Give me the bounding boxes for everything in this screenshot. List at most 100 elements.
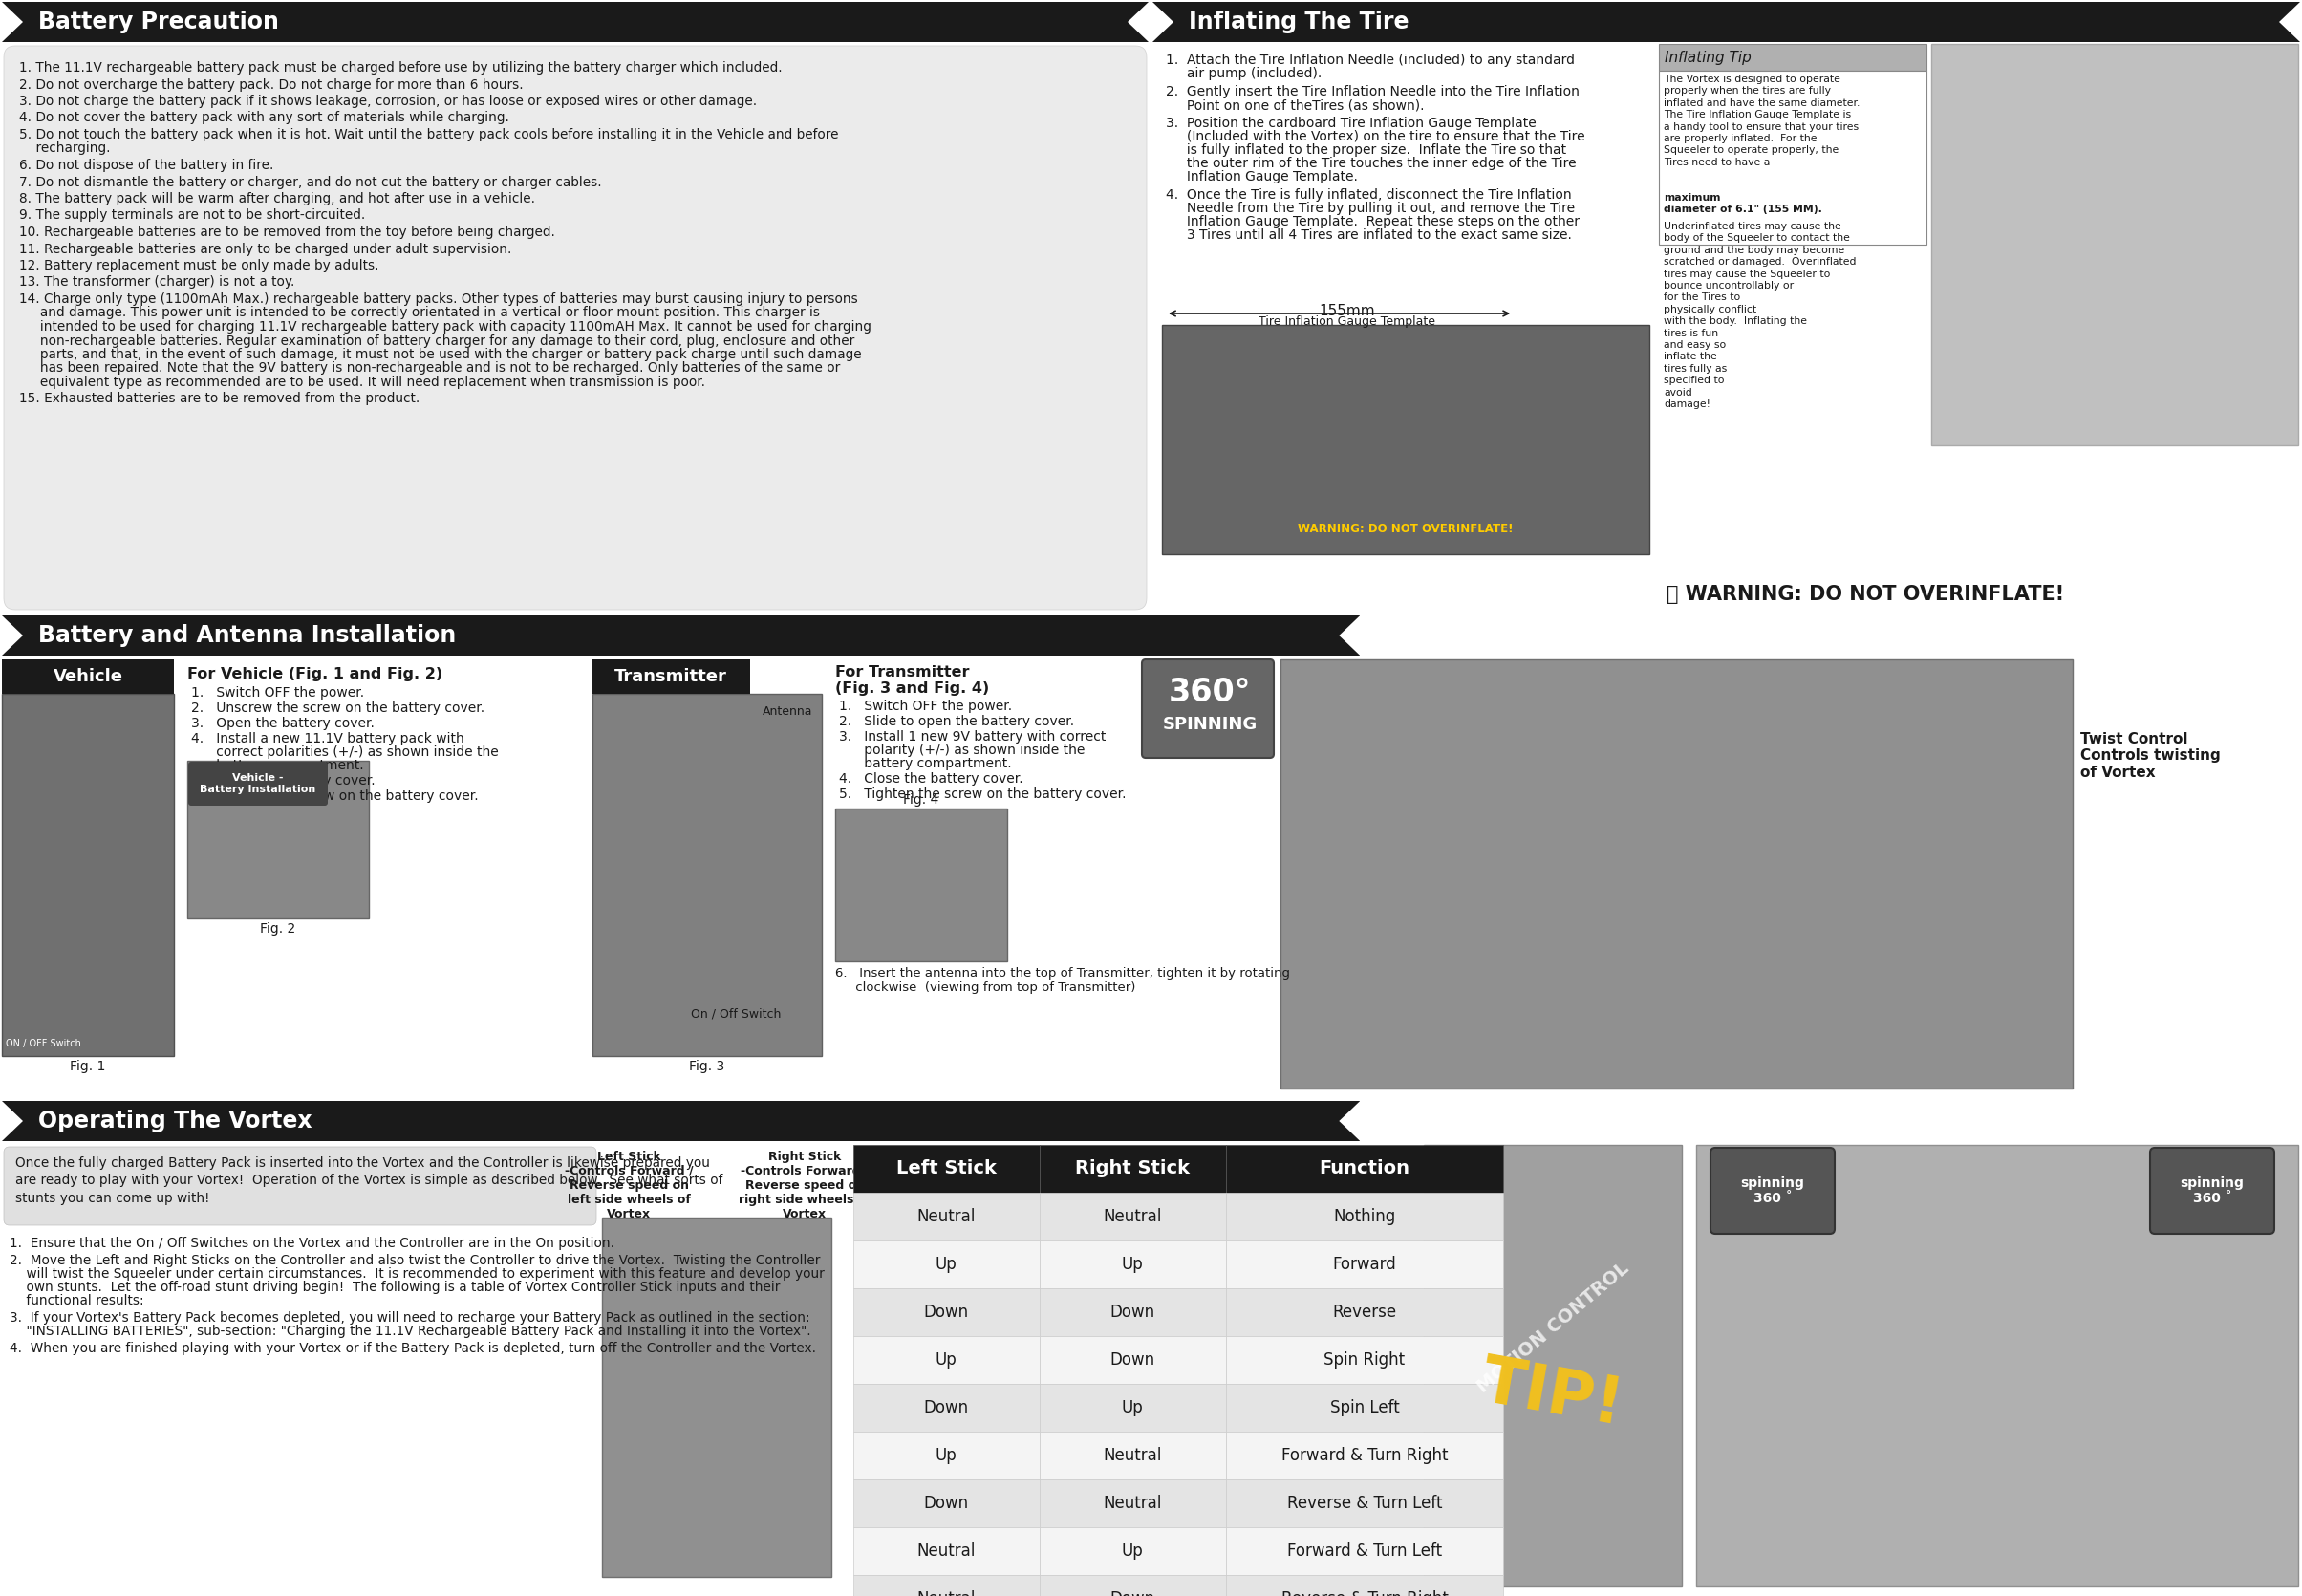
Text: spinning
360 ˚: spinning 360 ˚ [2180,1176,2244,1205]
Text: air pump (included).: air pump (included). [1165,67,1321,80]
Text: Down: Down [1110,1590,1156,1596]
Text: 6.   Insert the antenna into the top of Transmitter, tighten it by rotating
    : 6. Insert the antenna into the top of Tr… [836,967,1289,994]
Text: 5.   Tighten the screw on the battery cover.: 5. Tighten the screw on the battery cove… [838,787,1126,801]
Text: 1.   Switch OFF the power.: 1. Switch OFF the power. [191,686,364,699]
Bar [1041,1336,1227,1384]
Bar [1153,2,2300,41]
Text: functional results:: functional results: [9,1294,145,1307]
Text: the outer rim of the Tire touches the inner edge of the Tire: the outer rim of the Tire touches the in… [1165,156,1577,171]
Text: Twist Control
Controls twisting
of Vortex: Twist Control Controls twisting of Vorte… [2081,733,2221,780]
Text: own stunts.  Let the off-road stunt driving begin!  The following is a table of : own stunts. Let the off-road stunt drivi… [9,1280,780,1294]
Text: TIP!: TIP! [1478,1350,1630,1438]
Bar [1041,1288,1227,1336]
Text: 2.  Gently insert the Tire Inflation Needle into the Tire Inflation: 2. Gently insert the Tire Inflation Need… [1165,85,1579,99]
Bar [854,1144,1041,1192]
FancyBboxPatch shape [1142,659,1273,758]
Bar [592,659,750,694]
Text: Reverse: Reverse [1333,1304,1397,1321]
Bar [854,1336,1041,1384]
Text: 3.  If your Vortex's Battery Pack becomes depleted, you will need to recharge yo: 3. If your Vortex's Battery Pack becomes… [9,1312,810,1325]
Text: Reverse & Turn Left: Reverse & Turn Left [1287,1495,1443,1511]
Text: Left Stick
-Controls Forward /
Reverse speed on
left side wheels of
Vortex: Left Stick -Controls Forward / Reverse s… [564,1151,693,1221]
Text: 2.   Unscrew the screw on the battery cover.: 2. Unscrew the screw on the battery cove… [191,702,486,715]
Bar [1041,1479,1227,1527]
Bar [1041,1527,1227,1575]
Text: Operating The Vortex: Operating The Vortex [39,1109,313,1133]
Bar [2,616,1360,656]
Text: Battery and Antenna Installation: Battery and Antenna Installation [39,624,456,646]
Text: 14. Charge only type (1100mAh Max.) rechargeable battery packs. Other types of b: 14. Charge only type (1100mAh Max.) rech… [18,292,859,306]
Bar [854,1240,1041,1288]
Bar [1697,1144,2297,1586]
Text: Needle from the Tire by pulling it out, and remove the Tire: Needle from the Tire by pulling it out, … [1165,201,1575,215]
Text: Up: Up [935,1352,958,1368]
Text: Fig. 4: Fig. 4 [902,793,939,806]
Text: 6.   Tighten the screw on the battery cover.: 6. Tighten the screw on the battery cove… [191,790,479,803]
Text: Forward & Turn Right: Forward & Turn Right [1282,1448,1448,1464]
Bar [186,761,368,918]
Text: Up: Up [1121,1542,1144,1559]
Bar [592,694,822,1057]
Text: Down: Down [1110,1352,1156,1368]
Text: ON / OFF Switch: ON / OFF Switch [5,1039,81,1049]
Text: Point on one of theTires (as shown).: Point on one of theTires (as shown). [1165,99,1425,112]
Bar [1425,1144,1683,1586]
Text: 5. Do not touch the battery pack when it is hot. Wait until the battery pack coo: 5. Do not touch the battery pack when it… [18,128,838,142]
Text: recharging.: recharging. [18,142,110,155]
Text: "INSTALLING BATTERIES", sub-section: "Charging the 11.1V Rechargeable Battery Pa: "INSTALLING BATTERIES", sub-section: "Ch… [9,1325,810,1337]
Text: Spin Left: Spin Left [1331,1400,1400,1416]
Text: The Vortex is designed to operate
properly when the tires are fully
inflated and: The Vortex is designed to operate proper… [1664,75,1860,168]
Bar [1660,70,1927,244]
Text: 12. Battery replacement must be only made by adults.: 12. Battery replacement must be only mad… [18,259,380,273]
Text: MOTION CONTROL: MOTION CONTROL [1473,1259,1632,1396]
Bar [854,1384,1041,1432]
Text: Down: Down [923,1495,969,1511]
Text: 1.  Ensure that the On / Off Switches on the Vortex and the Controller are in th: 1. Ensure that the On / Off Switches on … [9,1237,615,1250]
Text: (Included with the Vortex) on the tire to ensure that the Tire: (Included with the Vortex) on the tire t… [1165,129,1586,144]
Text: Tire Inflation Gauge Template: Tire Inflation Gauge Template [1259,316,1436,327]
Text: 10. Rechargeable batteries are to be removed from the toy before being charged.: 10. Rechargeable batteries are to be rem… [18,225,555,239]
Bar [1227,1432,1503,1479]
Text: 4.   Install a new 11.1V battery pack with: 4. Install a new 11.1V battery pack with [191,733,465,745]
Text: Function: Function [1319,1160,1409,1178]
Text: Inflating Tip: Inflating Tip [1664,49,1752,64]
Text: 7. Do not dismantle the battery or charger, and do not cut the battery or charge: 7. Do not dismantle the battery or charg… [18,176,601,188]
Bar [1041,1575,1227,1596]
Text: Neutral: Neutral [916,1208,976,1226]
Text: 3.  Position the cardboard Tire Inflation Gauge Template: 3. Position the cardboard Tire Inflation… [1165,117,1535,129]
Text: ⓘ WARNING: DO NOT OVERINFLATE!: ⓘ WARNING: DO NOT OVERINFLATE! [1667,584,2065,603]
Text: 3.   Open the battery cover.: 3. Open the battery cover. [191,717,375,729]
Text: Reverse & Turn Right: Reverse & Turn Right [1280,1590,1448,1596]
Text: On / Off Switch: On / Off Switch [691,1009,780,1021]
Text: Down: Down [923,1304,969,1321]
Bar [2,2,1149,41]
Text: will twist the Squeeler under certain circumstances.  It is recommended to exper: will twist the Squeeler under certain ci… [9,1267,824,1280]
Text: 9. The supply terminals are not to be short-circuited.: 9. The supply terminals are not to be sh… [18,209,366,222]
Bar [854,1527,1041,1575]
Text: Battery Precaution: Battery Precaution [39,11,279,34]
Bar [1041,1384,1227,1432]
Text: Inflation Gauge Template.: Inflation Gauge Template. [1165,171,1358,184]
Text: Once the fully charged Battery Pack is inserted into the Vortex and the Controll: Once the fully charged Battery Pack is i… [16,1157,723,1205]
Text: 4.   Close the battery cover.: 4. Close the battery cover. [838,772,1022,785]
Text: 15. Exhausted batteries are to be removed from the product.: 15. Exhausted batteries are to be remove… [18,393,419,405]
Text: Up: Up [935,1256,958,1274]
Text: Up: Up [1121,1400,1144,1416]
Bar [1227,1288,1503,1336]
Text: 11. Rechargeable batteries are only to be charged under adult supervision.: 11. Rechargeable batteries are only to b… [18,243,511,255]
Text: battery compartment.: battery compartment. [191,758,364,772]
Bar [854,1192,1041,1240]
Text: has been repaired. Note that the 9V battery is non-rechargeable and is not to be: has been repaired. Note that the 9V batt… [18,362,840,375]
Text: Neutral: Neutral [1103,1448,1163,1464]
Text: Neutral: Neutral [916,1542,976,1559]
Bar [1280,659,2072,1088]
Text: battery compartment.: battery compartment. [838,757,1011,771]
Text: Left Stick: Left Stick [895,1160,997,1178]
Bar [1227,1144,1503,1192]
Text: Down: Down [923,1400,969,1416]
FancyBboxPatch shape [5,46,1146,610]
Bar [1227,1527,1503,1575]
Text: is fully inflated to the proper size.  Inflate the Tire so that: is fully inflated to the proper size. In… [1165,144,1565,156]
FancyBboxPatch shape [2150,1148,2274,1234]
Text: SPINNING: SPINNING [1163,717,1257,733]
